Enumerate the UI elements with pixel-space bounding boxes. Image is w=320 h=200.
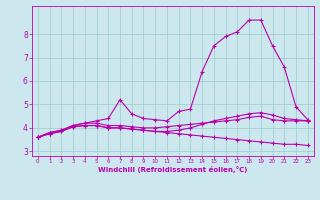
X-axis label: Windchill (Refroidissement éolien,°C): Windchill (Refroidissement éolien,°C)	[98, 166, 247, 173]
